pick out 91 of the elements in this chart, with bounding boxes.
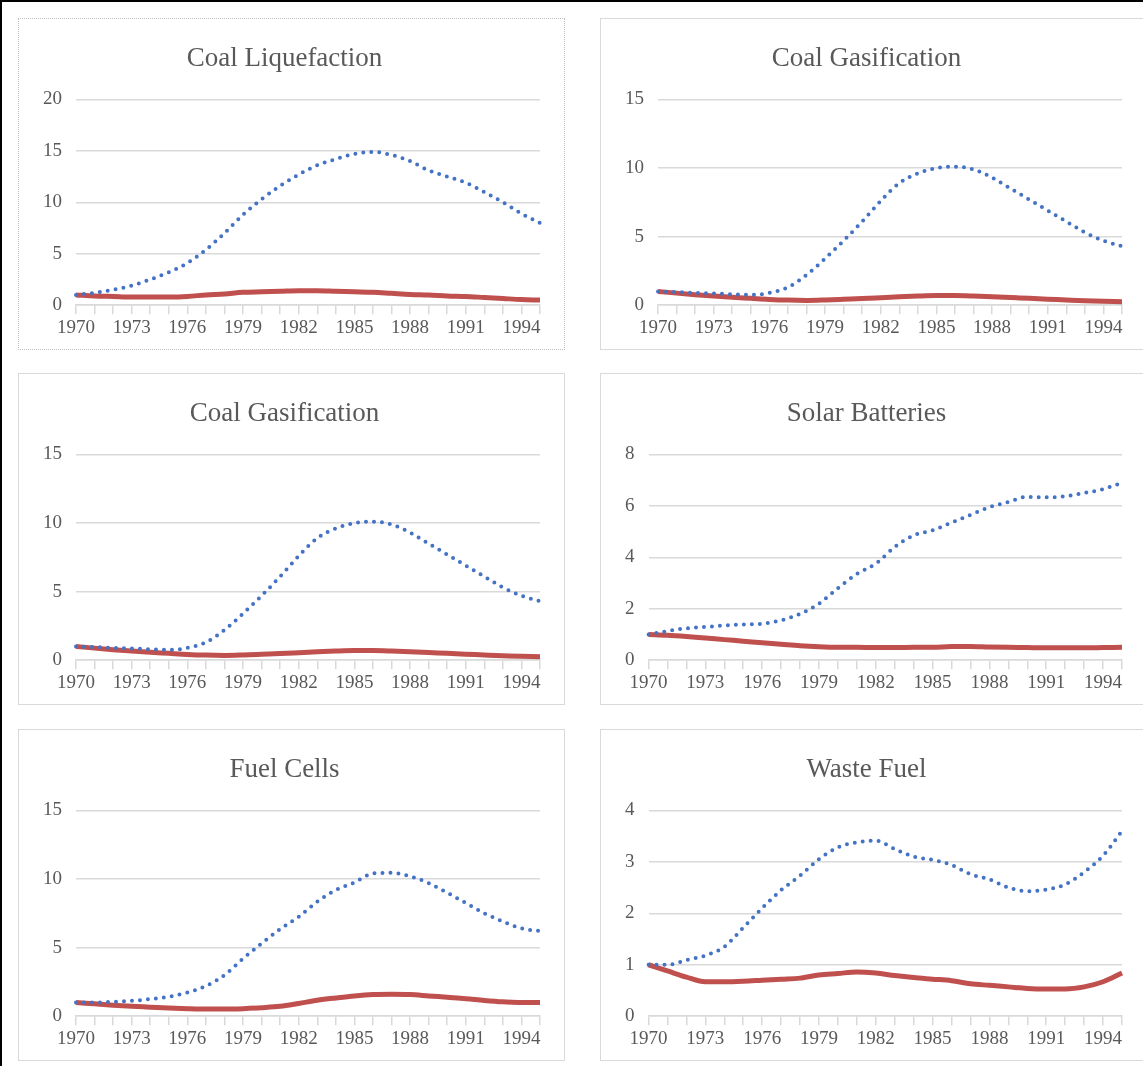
x-tick-label: 1988 — [973, 315, 1012, 337]
chart-title: Waste Fuel — [806, 753, 927, 784]
x-tick-label: 1991 — [446, 670, 485, 692]
y-tick-label: 2 — [625, 596, 635, 618]
x-tick-label: 1985 — [335, 315, 374, 337]
y-tick-label: 4 — [625, 545, 635, 567]
x-tick-label: 1976 — [168, 1026, 207, 1048]
line-series — [74, 519, 542, 652]
y-tick-label: 3 — [625, 849, 635, 871]
x-tick-label: 1994 — [502, 1026, 541, 1048]
x-tick-label: 1982 — [279, 1026, 318, 1048]
x-tick-label: 1982 — [279, 670, 318, 692]
y-tick-label: 2 — [625, 901, 635, 923]
x-tick-label: 1979 — [224, 315, 263, 337]
y-tick-label: 5 — [52, 241, 62, 263]
y-tick-label: 10 — [43, 866, 62, 888]
y-tick-label: 0 — [52, 648, 62, 670]
y-tick-label: 8 — [625, 442, 635, 464]
y-tick-label: 20 — [43, 87, 62, 109]
x-tick-label: 1970 — [629, 1026, 668, 1048]
x-tick-label: 1982 — [856, 1026, 895, 1048]
y-tick-label: 0 — [625, 648, 635, 670]
x-tick-label: 1973 — [112, 315, 151, 337]
x-tick-label: 1985 — [335, 1026, 374, 1048]
x-tick-label: 1973 — [112, 1026, 151, 1048]
x-tick-label: 1988 — [970, 1026, 1009, 1048]
x-tick-label: 1973 — [694, 315, 733, 337]
line-series — [74, 149, 542, 297]
y-tick-label: 0 — [52, 293, 62, 315]
x-tick-label: 1976 — [743, 670, 782, 692]
x-tick-label: 1970 — [639, 315, 677, 337]
y-tick-label: 0 — [634, 293, 644, 315]
x-tick-label: 1976 — [168, 670, 207, 692]
x-tick-label: 1985 — [335, 670, 374, 692]
x-tick-label: 1991 — [1027, 670, 1066, 692]
y-tick-label: 15 — [43, 442, 62, 464]
y-tick-label: 0 — [52, 1004, 62, 1026]
x-tick-label: 1988 — [970, 670, 1009, 692]
x-tick-label: 1970 — [57, 1026, 95, 1048]
y-tick-label: 5 — [52, 935, 62, 957]
x-tick-label: 1988 — [391, 1026, 430, 1048]
x-tick-label: 1994 — [1084, 1026, 1123, 1048]
x-tick-label: 1970 — [629, 670, 668, 692]
x-tick-label: 1970 — [57, 315, 95, 337]
y-tick-label: 4 — [625, 798, 635, 820]
x-tick-label: 1979 — [806, 315, 845, 337]
y-tick-label: 6 — [625, 493, 635, 515]
y-tick-label: 0 — [625, 1004, 635, 1026]
x-tick-label: 1982 — [856, 670, 895, 692]
chart-title: Coal Liquefaction — [186, 42, 383, 73]
chart-title: Fuel Cells — [229, 753, 340, 784]
y-tick-label: 5 — [52, 579, 62, 601]
line-series — [74, 870, 542, 1005]
x-tick-label: 1979 — [799, 1026, 838, 1048]
x-tick-label: 1982 — [279, 315, 318, 337]
x-tick-label: 1985 — [917, 315, 956, 337]
x-tick-label: 1973 — [112, 670, 151, 692]
x-tick-label: 1979 — [799, 670, 838, 692]
x-tick-label: 1994 — [1084, 670, 1123, 692]
x-tick-label: 1985 — [913, 1026, 952, 1048]
x-tick-label: 1994 — [502, 315, 541, 337]
y-tick-label: 15 — [625, 87, 644, 109]
x-tick-label: 1991 — [1028, 315, 1067, 337]
x-tick-label: 1976 — [743, 1026, 782, 1048]
y-tick-label: 15 — [43, 798, 62, 820]
y-tick-label: 10 — [625, 155, 644, 177]
x-tick-label: 1988 — [391, 315, 430, 337]
chart-title: Coal Gasification — [189, 397, 380, 428]
x-tick-label: 1994 — [1084, 315, 1123, 337]
line-series — [656, 164, 1124, 297]
y-tick-label: 5 — [634, 224, 644, 246]
x-tick-label: 1979 — [224, 670, 263, 692]
chart-title: Solar Batteries — [786, 397, 947, 428]
x-tick-label: 1988 — [391, 670, 430, 692]
chart-title: Coal Gasification — [771, 42, 962, 73]
x-tick-label: 1985 — [913, 670, 952, 692]
x-tick-label: 1982 — [861, 315, 900, 337]
x-tick-label: 1991 — [446, 1026, 485, 1048]
x-tick-label: 1994 — [502, 670, 541, 692]
y-tick-label: 10 — [43, 510, 62, 532]
x-tick-label: 1991 — [1027, 1026, 1066, 1048]
x-tick-label: 1973 — [686, 670, 725, 692]
x-tick-label: 1979 — [224, 1026, 263, 1048]
x-tick-label: 1973 — [686, 1026, 725, 1048]
y-tick-label: 10 — [43, 190, 62, 212]
x-tick-label: 1976 — [168, 315, 207, 337]
x-tick-label: 1976 — [750, 315, 789, 337]
x-tick-label: 1970 — [57, 670, 95, 692]
x-tick-label: 1991 — [446, 315, 485, 337]
y-tick-label: 1 — [625, 952, 635, 974]
y-tick-label: 15 — [43, 138, 62, 160]
